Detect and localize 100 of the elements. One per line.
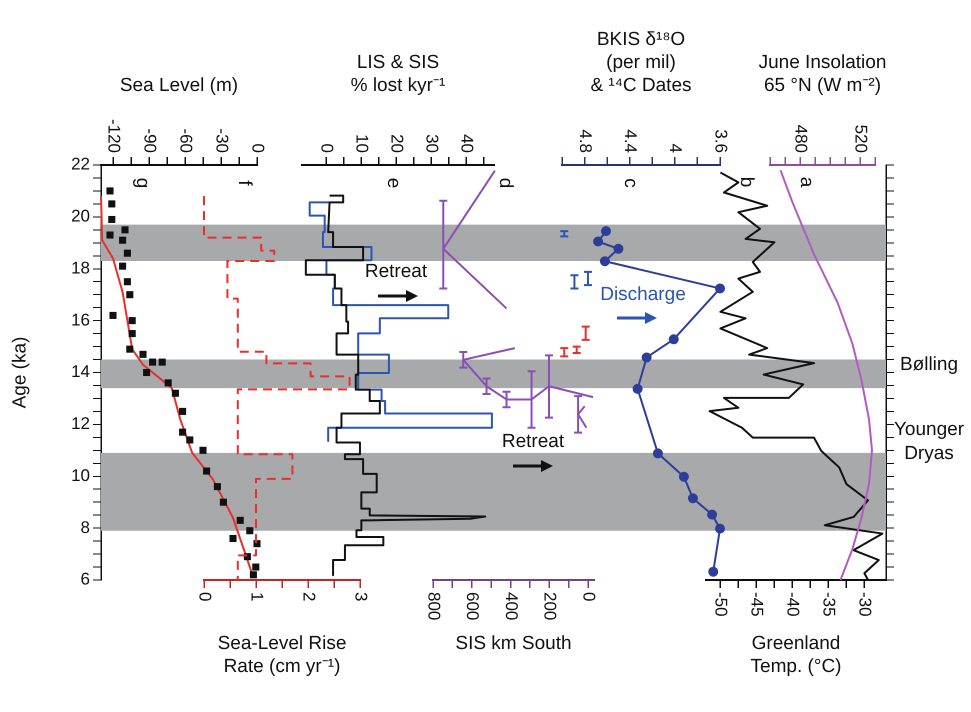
x-tick-label: 800 <box>424 592 444 620</box>
point <box>128 330 136 338</box>
annotation: Discharge <box>599 283 687 307</box>
point <box>164 379 172 386</box>
x-tick-label: 0 <box>195 592 214 602</box>
x-tick-label: -45 <box>748 592 767 617</box>
x-tick-label: -30 <box>212 128 232 153</box>
x-tick-label: 0 <box>318 144 337 153</box>
point <box>172 390 179 397</box>
point <box>707 510 718 520</box>
x-tick-label: -90 <box>140 128 160 153</box>
x-tick-label: -120 <box>104 118 124 153</box>
point <box>128 317 136 324</box>
x-tick-label: 400 <box>502 592 521 620</box>
x-tick-label: 4.8 <box>576 129 595 153</box>
point <box>642 352 652 362</box>
point <box>179 428 186 436</box>
annotation: d <box>494 176 517 190</box>
x-axis-title: Greenland Temp. (°C) <box>750 632 842 678</box>
x-tick-label: -60 <box>176 128 196 153</box>
point <box>119 262 126 270</box>
point <box>236 516 244 524</box>
point <box>600 256 610 266</box>
point <box>668 334 679 344</box>
x-tick-label: 1 <box>247 592 266 602</box>
x-tick-label: 200 <box>540 592 560 620</box>
point <box>139 350 147 358</box>
point <box>214 483 221 490</box>
point <box>106 231 114 239</box>
y-tick-label: 16 <box>71 310 90 330</box>
x-tick-label: -40 <box>784 592 803 617</box>
point <box>613 244 624 254</box>
x-tick-label: 20 <box>388 134 407 153</box>
annotation: e <box>383 178 404 188</box>
x-tick-label: 40 <box>457 134 476 153</box>
annotation: f <box>234 180 255 186</box>
y-tick-label: 14 <box>71 362 90 382</box>
point <box>688 493 698 504</box>
point <box>126 346 134 353</box>
annotation: b <box>735 176 758 190</box>
x-tick-label: 4.4 <box>621 129 640 153</box>
annotation: a <box>796 176 817 188</box>
x-tick-label: -35 <box>820 592 839 617</box>
point <box>715 524 725 534</box>
point <box>252 563 260 571</box>
point <box>632 384 643 394</box>
annotation: Retreat <box>364 260 428 284</box>
point <box>186 436 194 444</box>
annotation: g <box>132 178 153 188</box>
point <box>246 527 254 534</box>
point <box>108 200 116 208</box>
y-axis-title: Age (ka) <box>10 336 31 408</box>
point <box>108 216 116 224</box>
x-tick-label: -50 <box>712 592 731 617</box>
x-tick-label: 520 <box>851 124 870 153</box>
x-tick-label: 30 <box>422 134 442 153</box>
point <box>126 291 134 298</box>
point <box>199 446 207 454</box>
point <box>250 571 257 578</box>
point <box>593 236 604 247</box>
x-axis-title: SIS km South <box>454 632 573 655</box>
annotation: Retreat <box>500 430 566 454</box>
x-tick-label: 0 <box>579 592 598 602</box>
x-axis-title: BKIS δ¹⁸O (per mil) & ¹⁴C Dates <box>589 28 693 97</box>
x-tick-label: 2 <box>299 592 318 602</box>
text: Bølling <box>898 353 960 377</box>
point <box>124 250 131 257</box>
y-tick-label: 22 <box>71 154 90 174</box>
x-tick-label: 10 <box>352 134 372 153</box>
text: Younger Dryas <box>892 418 966 466</box>
x-tick-label: 3.6 <box>711 129 730 153</box>
point <box>652 448 663 458</box>
point <box>149 358 156 366</box>
y-tick-label: 8 <box>80 518 90 537</box>
y-tick-label: 12 <box>71 414 90 434</box>
point <box>229 534 237 542</box>
point <box>109 312 117 319</box>
x-tick-label: 4 <box>666 144 686 153</box>
point <box>715 283 725 294</box>
x-axis-title: Sea Level (m) <box>118 74 240 97</box>
point <box>708 566 718 577</box>
point <box>143 368 150 376</box>
point <box>106 187 114 194</box>
point <box>124 278 131 286</box>
y-tick-label: 6 <box>80 570 90 589</box>
x-tick-label: -30 <box>856 592 875 617</box>
x-axis-title: June Insolation 65 °N (W m⁻²) <box>758 51 888 97</box>
point <box>203 468 210 475</box>
point <box>179 408 186 415</box>
point <box>158 358 166 366</box>
x-tick-label: 480 <box>791 124 810 153</box>
point <box>119 236 126 244</box>
x-axis-title: LIS & SIS % lost kyr⁻¹ <box>350 51 446 97</box>
point <box>601 226 612 236</box>
x-tick-label: 0 <box>248 144 268 153</box>
y-tick-label: 18 <box>71 258 90 278</box>
y-tick-label: 10 <box>71 466 90 485</box>
point <box>220 498 227 506</box>
annotation: c <box>620 178 641 188</box>
x-tick-label: 3 <box>351 592 370 602</box>
